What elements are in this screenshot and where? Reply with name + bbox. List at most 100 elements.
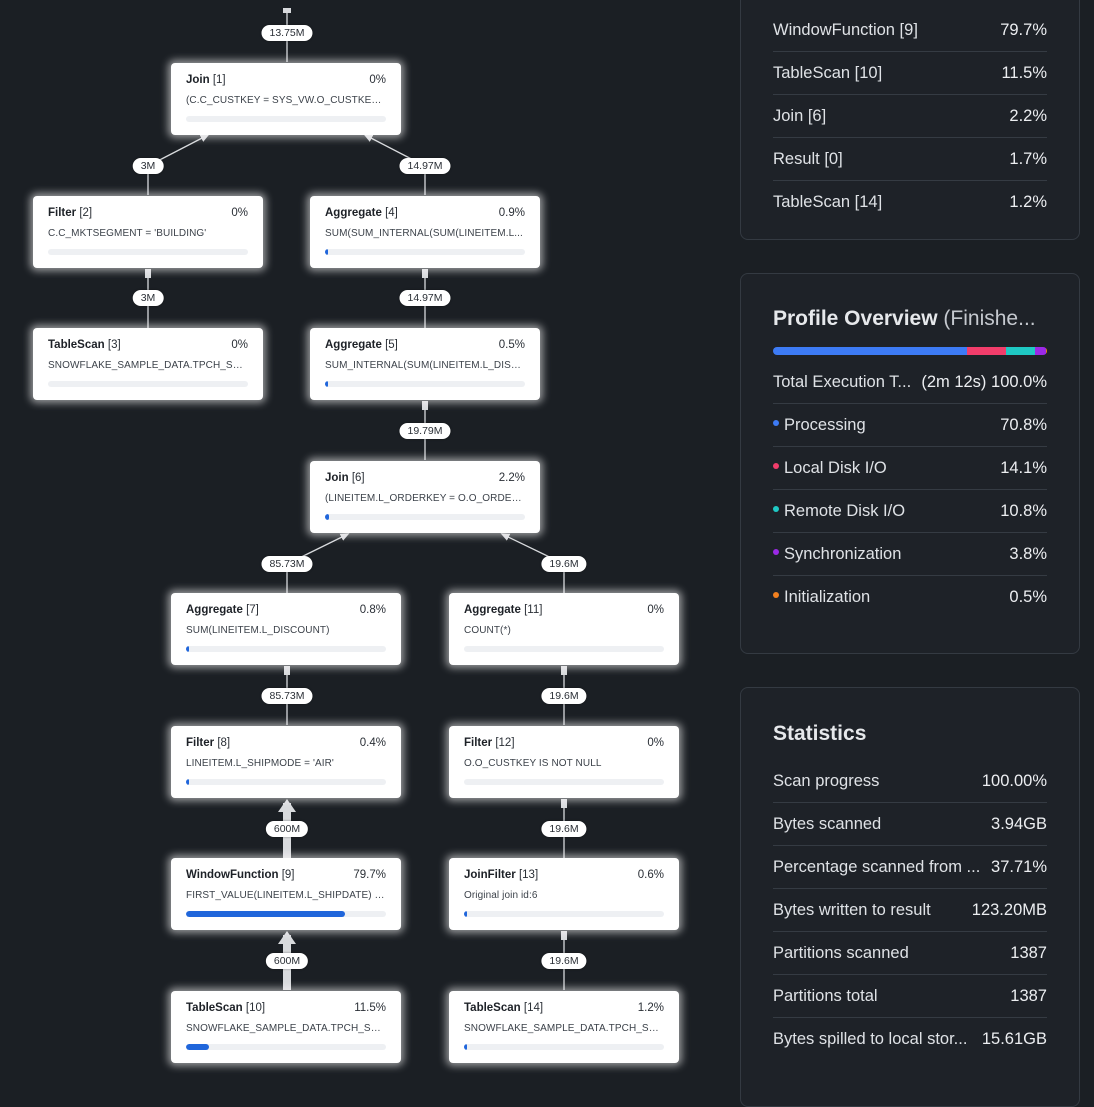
- total-execution-label: Total Execution T...: [773, 372, 912, 391]
- operator-percentage: 0.5%: [498, 339, 525, 351]
- operator-percentage: 11.5%: [354, 1002, 386, 1014]
- most-expensive-node-row[interactable]: Join [6] 2.2%: [773, 95, 1047, 138]
- breakdown-value: 3.8%: [1009, 544, 1047, 563]
- operator-node-aggregate-4[interactable]: Aggregate [4] 0.9% SUM(SUM_INTERNAL(SUM(LI…: [310, 196, 540, 268]
- node-title: TableScan [14]: [464, 1001, 543, 1015]
- operator-id: [6]: [351, 472, 365, 484]
- operator-percentage: 1.2%: [637, 1002, 664, 1014]
- operator-progress-fill: [325, 249, 328, 255]
- most-expensive-node-row[interactable]: Result [0] 1.7%: [773, 138, 1047, 181]
- operator-name: TableScan: [186, 1002, 243, 1014]
- total-execution-pct: 100.0%: [991, 372, 1047, 391]
- operator-expression: C.C_MKTSEGMENT = 'BUILDING': [48, 228, 207, 239]
- operator-progress-fill: [186, 646, 189, 652]
- profile-status: (Finishe...: [943, 307, 1036, 330]
- statistic-row: Bytes spilled to local stor... 15.61GB: [773, 1018, 1047, 1060]
- statistic-label: Bytes written to result: [773, 900, 931, 919]
- statistic-label: Bytes spilled to local stor...: [773, 1029, 968, 1048]
- profile-overview-title-text: Profile Overview: [773, 307, 938, 330]
- operator-percentage: 0.6%: [637, 869, 664, 881]
- most-expensive-node-row[interactable]: WindowFunction [9] 79.7%: [773, 9, 1047, 52]
- operator-id: [8]: [217, 737, 231, 749]
- node-header: TableScan [3] 0%: [48, 338, 248, 352]
- operator-node-filter-12[interactable]: Filter [12] 0% O.O_CUSTKEY IS NOT NULL: [449, 726, 679, 798]
- most-expensive-node-row[interactable]: TableScan [14] 1.2%: [773, 181, 1047, 223]
- operator-expression: SNOWFLAKE_SAMPLE_DATA.TPCH_SF1...: [48, 360, 248, 371]
- operator-percentage: 2.2%: [498, 472, 525, 484]
- node-header: TableScan [14] 1.2%: [464, 1001, 664, 1015]
- operator-node-joinfilter-13[interactable]: JoinFilter [13] 0.6% Original join id:6: [449, 858, 679, 930]
- node-header: Aggregate [7] 0.8%: [186, 603, 386, 617]
- operator-expression: COUNT(*): [464, 625, 511, 636]
- operator-name: Aggregate: [325, 207, 382, 219]
- node-title: TableScan [3]: [48, 338, 121, 352]
- node-name: TableScan [10]: [773, 63, 883, 82]
- node-title: Filter [12]: [464, 736, 515, 750]
- operator-name: Join: [186, 74, 210, 86]
- statistic-row: Scan progress 100.00%: [773, 760, 1047, 803]
- query-profile-graph[interactable]: Join [1] 0% (C.C_CUSTKEY = SYS_VW.O_CUSTKE…: [0, 0, 720, 1094]
- breakdown-segment: [1035, 347, 1046, 355]
- node-header: WindowFunction [9] 79.7%: [186, 868, 386, 882]
- breakdown-label: Remote Disk I/O: [784, 501, 906, 520]
- breakdown-label: Processing: [784, 415, 866, 434]
- edge-row-count-label: 13.75M: [261, 25, 313, 41]
- statistic-label: Scan progress: [773, 771, 880, 790]
- node-header: JoinFilter [13] 0.6%: [464, 868, 664, 882]
- operator-node-filter-2[interactable]: Filter [2] 0% C.C_MKTSEGMENT = 'BUILDING': [33, 196, 263, 268]
- legend-dot: [773, 549, 779, 556]
- operator-progress-fill: [186, 779, 189, 785]
- operator-progress-fill: [464, 1044, 467, 1050]
- operator-progress-bar: [186, 911, 386, 917]
- operator-node-tablescan-14[interactable]: TableScan [14] 1.2% SNOWFLAKE_SAMPLE_DATA.…: [449, 991, 679, 1063]
- operator-name: Aggregate: [186, 604, 243, 616]
- statistic-label: Bytes scanned: [773, 814, 882, 833]
- operator-expression: FIRST_VALUE(LINEITEM.L_SHIPDATE) O...: [186, 890, 386, 901]
- node-header: Filter [12] 0%: [464, 736, 664, 750]
- operator-node-filter-8[interactable]: Filter [8] 0.4% LINEITEM.L_SHIPMODE = 'AIR…: [171, 726, 401, 798]
- operator-node-aggregate-11[interactable]: Aggregate [11] 0% COUNT(*): [449, 593, 679, 665]
- operator-expression: O.O_CUSTKEY IS NOT NULL: [464, 758, 602, 769]
- operator-id: [12]: [495, 737, 515, 749]
- breakdown-value: 14.1%: [1000, 458, 1047, 477]
- operator-node-aggregate-7[interactable]: Aggregate [7] 0.8% SUM(LINEITEM.L_DISCOUNT…: [171, 593, 401, 665]
- operator-node-aggregate-5[interactable]: Aggregate [5] 0.5% SUM_INTERNAL(SUM(LINEIT…: [310, 328, 540, 400]
- operator-name: Filter: [48, 207, 77, 219]
- breakdown-value: 70.8%: [1000, 415, 1047, 434]
- node-title: Aggregate [4]: [325, 206, 398, 220]
- edge-row-count-label: 85.73M: [261, 556, 313, 572]
- breakdown-segment: [966, 347, 1006, 355]
- node-header: Filter [2] 0%: [48, 206, 248, 220]
- statistic-value: 1387: [1010, 943, 1047, 962]
- edge-row-count-label: 19.79M: [399, 423, 451, 439]
- operator-node-tablescan-3[interactable]: TableScan [3] 0% SNOWFLAKE_SAMPLE_DATA.TPC…: [33, 328, 263, 400]
- operator-progress-bar: [464, 911, 664, 917]
- operator-progress-bar: [48, 381, 248, 387]
- operator-progress-fill: [464, 911, 467, 917]
- most-expensive-nodes-card: WindowFunction [9] 79.7% TableScan [10] 11.…: [740, 0, 1080, 240]
- operator-expression: SNOWFLAKE_SAMPLE_DATA.TPCH_SF1...: [186, 1023, 386, 1034]
- most-expensive-node-row[interactable]: TableScan [10] 11.5%: [773, 52, 1047, 95]
- profile-overview-card: Profile Overview (Finishe... Total Execu…: [740, 273, 1080, 654]
- breakdown-segment: [1045, 347, 1047, 355]
- node-name: TableScan [14]: [773, 192, 883, 211]
- operator-name: TableScan: [464, 1002, 521, 1014]
- node-title: Join [6]: [325, 471, 365, 485]
- node-percentage: 79.7%: [1000, 20, 1047, 39]
- operator-expression: SNOWFLAKE_SAMPLE_DATA.TPCH_SF1...: [464, 1023, 664, 1034]
- operator-node-windowfunction-9[interactable]: WindowFunction [9] 79.7% FIRST_VALUE(LINEI…: [171, 858, 401, 930]
- operator-node-join-1[interactable]: Join [1] 0% (C.C_CUSTKEY = SYS_VW.O_CUSTKE…: [171, 63, 401, 135]
- breakdown-label: Local Disk I/O: [784, 458, 887, 477]
- operator-progress-bar: [325, 249, 525, 255]
- operator-node-join-6[interactable]: Join [6] 2.2% (LINEITEM.L_ORDERKEY = O.O_O…: [310, 461, 540, 533]
- operator-percentage: 0%: [647, 604, 664, 616]
- breakdown-row: Processing 70.8%: [773, 404, 1047, 447]
- operator-percentage: 79.7%: [353, 869, 386, 881]
- operator-expression: (C.C_CUSTKEY = SYS_VW.O_CUSTKEY_1): [186, 95, 386, 106]
- operator-id: [4]: [385, 207, 398, 219]
- node-title: Filter [8]: [186, 736, 230, 750]
- breakdown-segment: [773, 347, 967, 355]
- node-title: Aggregate [11]: [464, 603, 542, 617]
- operator-node-tablescan-10[interactable]: TableScan [10] 11.5% SNOWFLAKE_SAMPLE_DATA…: [171, 991, 401, 1063]
- operator-percentage: 0%: [231, 207, 248, 219]
